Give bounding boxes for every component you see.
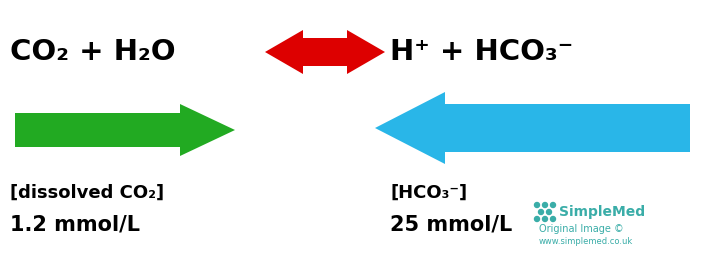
Circle shape — [543, 216, 548, 221]
Text: Original Image ©: Original Image © — [539, 224, 624, 234]
Circle shape — [534, 203, 540, 207]
Circle shape — [534, 216, 540, 221]
Text: [dissolved CO₂]: [dissolved CO₂] — [10, 184, 164, 202]
Polygon shape — [375, 92, 690, 164]
Text: SimpleMed: SimpleMed — [559, 205, 645, 219]
Text: H⁺ + HCO₃⁻: H⁺ + HCO₃⁻ — [390, 38, 574, 66]
Circle shape — [543, 203, 548, 207]
Text: www.simplemed.co.uk: www.simplemed.co.uk — [539, 236, 633, 245]
Circle shape — [550, 203, 555, 207]
Polygon shape — [265, 30, 385, 74]
Text: 25 mmol/L: 25 mmol/L — [390, 215, 512, 235]
Circle shape — [550, 216, 555, 221]
Text: CO₂ + H₂O: CO₂ + H₂O — [10, 38, 176, 66]
Polygon shape — [15, 104, 235, 156]
Circle shape — [546, 209, 552, 215]
Text: [HCO₃⁻]: [HCO₃⁻] — [390, 184, 467, 202]
Text: 1.2 mmol/L: 1.2 mmol/L — [10, 215, 140, 235]
Circle shape — [538, 209, 543, 215]
